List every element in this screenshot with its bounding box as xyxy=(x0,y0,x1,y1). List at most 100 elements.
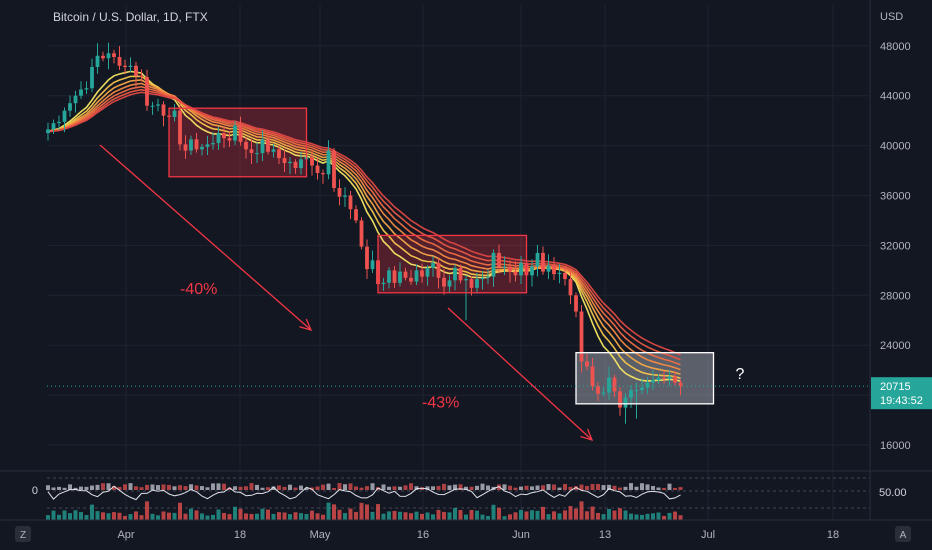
oscillator-bar xyxy=(453,484,457,490)
range-box xyxy=(168,107,308,178)
oscillator-bar xyxy=(409,483,413,490)
volume-bar xyxy=(205,515,210,520)
auto-scale-button xyxy=(895,526,911,542)
candle-body xyxy=(552,265,556,275)
oscillator-bar xyxy=(601,485,606,490)
candle-body xyxy=(436,262,441,278)
oscillator-bar xyxy=(442,483,446,490)
volume-bar xyxy=(238,508,243,520)
time-tick: 18 xyxy=(827,529,839,541)
volume-bar xyxy=(414,511,419,520)
volume-bar xyxy=(381,513,386,520)
volume-bar xyxy=(365,504,369,520)
oscillator-bar xyxy=(134,486,138,490)
oscillator-bar xyxy=(79,486,83,490)
volume-bar xyxy=(645,513,650,520)
candle-body xyxy=(398,271,402,283)
oscillator-bar xyxy=(244,486,248,490)
candle-body xyxy=(211,143,215,145)
volume-bar xyxy=(420,513,424,520)
volume-bar xyxy=(62,510,67,520)
oscillator-bar xyxy=(546,484,551,490)
volume-bar xyxy=(57,514,61,520)
oscillator-bar xyxy=(266,487,270,490)
volume-bar xyxy=(387,511,391,520)
candle-body xyxy=(321,173,325,175)
oscillator-bar xyxy=(678,487,683,490)
volume-bar xyxy=(629,513,633,520)
candle-body xyxy=(271,149,276,152)
candle-body xyxy=(574,295,578,312)
candle-body xyxy=(205,144,210,147)
candle-body xyxy=(596,386,600,394)
volume-bar xyxy=(90,504,94,520)
candle-body xyxy=(106,53,111,59)
volume-bar xyxy=(249,513,254,520)
candle-body xyxy=(101,55,105,59)
oscillator-bar xyxy=(332,487,336,490)
oscillator-bar xyxy=(359,487,364,490)
countdown: 19:43:52 xyxy=(880,395,923,407)
oscillator-bar xyxy=(590,484,595,490)
volume-bar xyxy=(425,512,430,520)
candle-body xyxy=(475,279,479,288)
ema-line xyxy=(47,91,681,356)
candle-body xyxy=(117,57,122,66)
candle-body xyxy=(546,265,551,272)
volume-bar xyxy=(535,510,540,520)
candle-body xyxy=(667,376,672,379)
oscillator-bar xyxy=(282,486,287,490)
volume-bar xyxy=(513,512,518,520)
volume-bar xyxy=(662,515,666,520)
candle-body xyxy=(277,149,281,159)
candle-body xyxy=(227,138,232,141)
ema-line xyxy=(47,88,681,361)
volume-bar xyxy=(332,504,336,520)
volume-bar xyxy=(95,511,100,520)
volume-bar xyxy=(651,513,655,520)
volume-bar xyxy=(376,504,380,520)
candle-body xyxy=(359,220,364,247)
oscillator-bar xyxy=(667,483,672,490)
volume-bar xyxy=(255,513,259,520)
price-tick: 44000 xyxy=(880,91,911,103)
volume-bar xyxy=(79,512,83,520)
oscillator-bar xyxy=(618,487,622,490)
volume-bar xyxy=(178,502,182,520)
oscillator-bar xyxy=(524,485,529,490)
oscillator-bar xyxy=(398,486,402,490)
candle-body xyxy=(282,158,287,164)
candle-body xyxy=(348,195,353,210)
oscillator-bar xyxy=(365,486,369,490)
oscillator-bar xyxy=(46,485,50,490)
price-axis-currency: USD xyxy=(880,11,903,23)
candle-body xyxy=(497,252,501,267)
volume-bar xyxy=(315,513,320,520)
volume-bar xyxy=(392,510,397,520)
candle-body xyxy=(645,382,650,388)
candle-body xyxy=(629,390,633,398)
volume-bar xyxy=(464,514,468,520)
volume-bar xyxy=(167,512,171,520)
oscillator-bar xyxy=(145,484,149,490)
candle-body xyxy=(458,267,463,281)
oscillator-bar xyxy=(106,483,111,490)
candle-body xyxy=(568,279,573,296)
volume-bar xyxy=(436,509,441,520)
ema-line xyxy=(47,75,681,379)
candle-body xyxy=(640,387,644,391)
candle-body xyxy=(365,246,369,270)
candle-body xyxy=(447,280,452,287)
oscillator-bar xyxy=(123,484,127,490)
oscillator-bar xyxy=(194,485,199,490)
oscillator-bar xyxy=(150,484,155,490)
oscillator-bar xyxy=(596,484,600,490)
indicator-left-label: 0 xyxy=(32,485,38,497)
volume-bar xyxy=(260,508,265,520)
volume-bar xyxy=(337,509,342,520)
candle-body xyxy=(161,104,166,116)
volume-bar xyxy=(359,502,364,520)
candle-body xyxy=(409,277,413,282)
annotation-drop-43: -43% xyxy=(422,395,459,412)
